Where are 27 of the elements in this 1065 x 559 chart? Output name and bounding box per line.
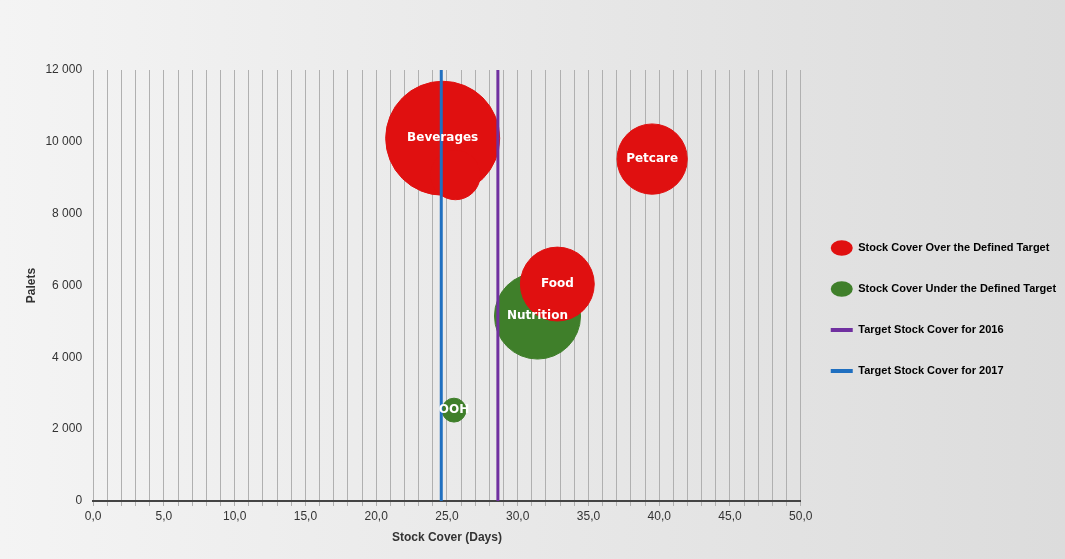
x-tick-label: 15,0: [293, 508, 318, 523]
y-tick-label: 10 000: [45, 134, 83, 149]
x-tick-label: 45,0: [718, 508, 742, 523]
x-tick-label: 20,0: [364, 508, 389, 523]
legend-label: Stock Cover Under the Defined Target: [858, 282, 1057, 295]
x-tick-label: 0,0: [84, 508, 102, 523]
legend-label: Stock Cover Over the Defined Target: [858, 241, 1050, 254]
annotation: Nutrition: [507, 308, 569, 323]
y-tick-label: 0: [75, 493, 83, 508]
legend-label: Target Stock Cover for 2016: [858, 323, 1004, 336]
y-tick-label: 6 000: [52, 277, 83, 292]
x-tick-label: 25,0: [435, 508, 459, 523]
y-tick-label: 2 000: [52, 421, 83, 436]
annotation: Food: [540, 276, 574, 291]
x-tick-label: 10,0: [222, 508, 247, 523]
x-tick-label: 35,0: [576, 508, 601, 523]
y-tick-label: 12 000: [45, 62, 83, 77]
y-tick-label: 4 000: [52, 349, 83, 364]
x-axis-title: Stock Cover (Days): [391, 529, 502, 544]
y-tick-label: 8 000: [52, 205, 83, 220]
x-tick-label: 50,0: [789, 508, 813, 523]
x-tick-label: 30,0: [506, 508, 530, 523]
x-tick-label: 5,0: [155, 508, 173, 523]
legend-label: Target Stock Cover for 2017: [858, 364, 1004, 377]
y-axis-title: Palets: [23, 267, 38, 304]
x-tick-label: 40,0: [647, 508, 672, 523]
annotation: Petcare: [626, 151, 679, 166]
